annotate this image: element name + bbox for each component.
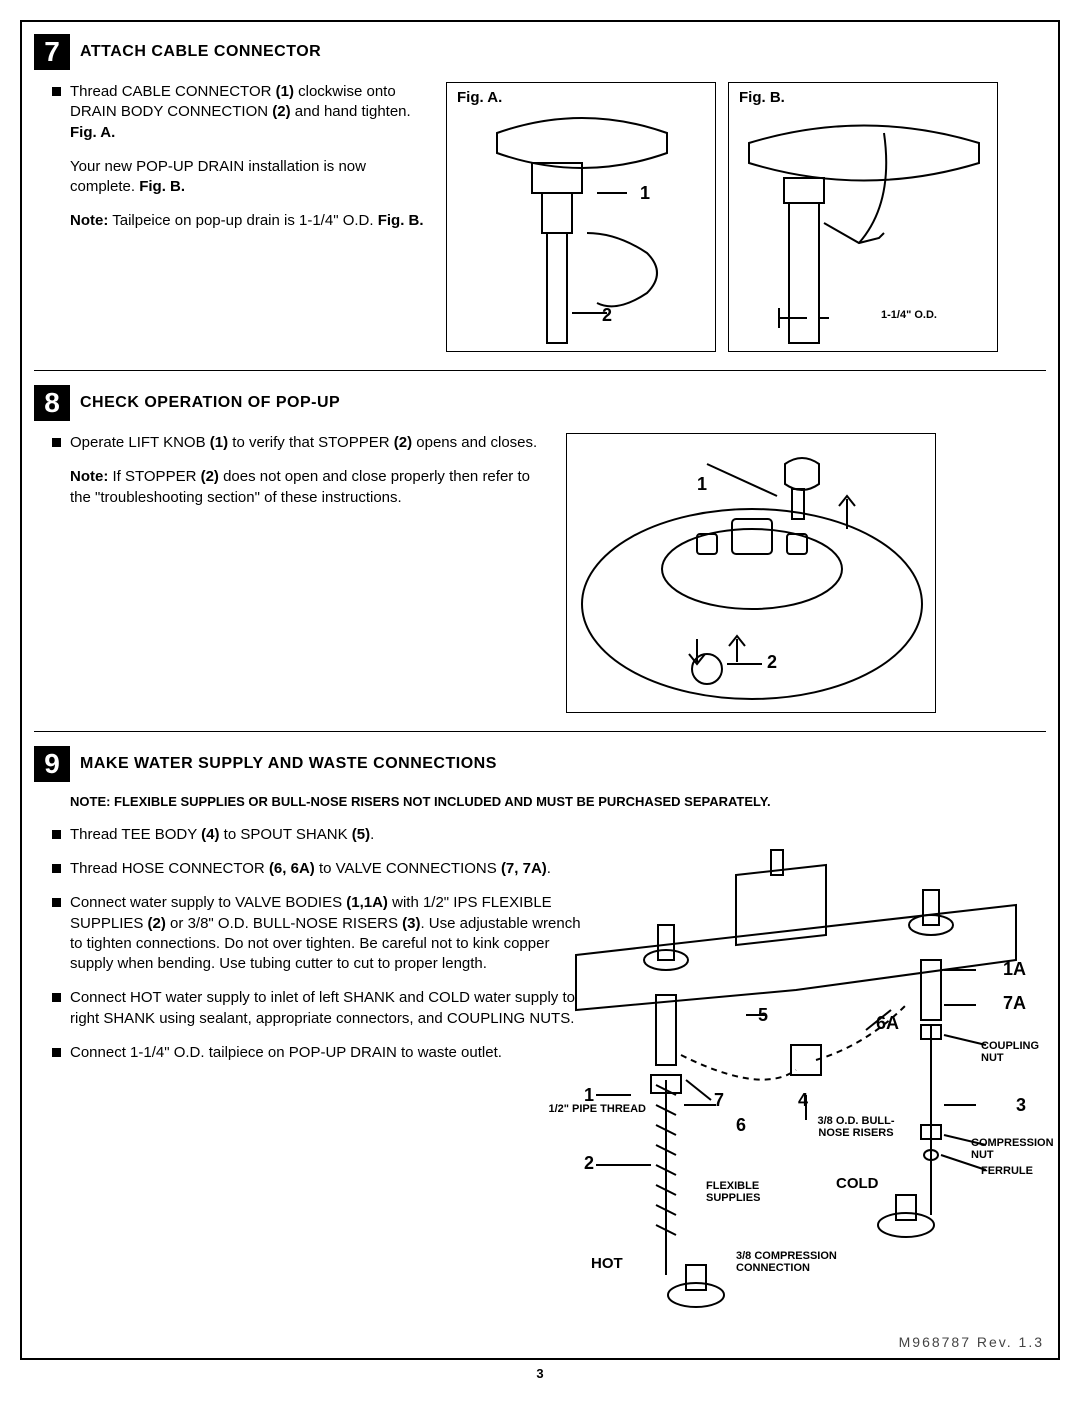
callout-2: 2 — [602, 305, 612, 326]
ref-6: (6, 6A) — [269, 860, 315, 877]
step-9-bullet-1: Thread TEE BODY (4) to SPOUT SHANK (5). — [52, 825, 594, 845]
step-8-note: Note: If STOPPER (2) does not open and c… — [34, 467, 554, 508]
c4: 4 — [798, 1090, 808, 1111]
fig-b-ref: Fig. B. — [139, 178, 185, 195]
pipe-thread-label: 1/2" PIPE THREAD — [536, 1103, 646, 1115]
text: opens and closes. — [412, 434, 537, 451]
step-8-text: Operate LIFT KNOB (1) to verify that STO… — [34, 433, 554, 713]
coupling-nut-label: COUPLING NUT — [981, 1040, 1056, 1064]
c6A: 6A — [876, 1013, 899, 1034]
step-8-drawing — [567, 434, 937, 714]
text: Tailpeice on pop-up drain is 1-1/4" O.D. — [108, 212, 377, 229]
ref-2: (2) — [394, 434, 412, 451]
step-9-bullet-2: Thread HOSE CONNECTOR (6, 6A) to VALVE C… — [52, 859, 594, 879]
step-9-title: MAKE WATER SUPPLY AND WASTE CONNECTIONS — [80, 755, 497, 773]
text: to SPOUT SHANK — [220, 826, 352, 843]
ref-2b: (2) — [201, 468, 219, 485]
ref-2: (2) — [148, 915, 166, 932]
text: Thread HOSE CONNECTOR — [70, 860, 269, 877]
callout-1: 1 — [640, 183, 650, 204]
step-8-bullet-1: Operate LIFT KNOB (1) to verify that STO… — [52, 433, 554, 453]
note-label: Note: — [70, 212, 108, 229]
bull-nose-label: 3/8 O.D. BULL-NOSE RISERS — [816, 1115, 896, 1139]
ref-1: (1) — [276, 83, 294, 100]
step-8: 8 CHECK OPERATION OF POP-UP Operate LIFT… — [34, 385, 1046, 713]
step-7-note: Note: Tailpeice on pop-up drain is 1-1/4… — [34, 211, 434, 231]
note-label: Note: — [70, 468, 108, 485]
c3: 3 — [1016, 1095, 1026, 1116]
step-7-header: 7 ATTACH CABLE CONNECTOR — [34, 34, 1046, 70]
step-9-bullet-5: Connect 1-1/4" O.D. tailpiece on POP-UP … — [52, 1043, 594, 1063]
step-7-bullet-1: Thread CABLE CONNECTOR (1) clockwise ont… — [52, 82, 434, 143]
step-8-number: 8 — [34, 385, 70, 421]
fig-a-ref: Fig. A. — [70, 124, 115, 141]
figure-b: Fig. B. 1-1/4" O.D. — [728, 82, 998, 352]
step-7-title: ATTACH CABLE CONNECTOR — [80, 43, 321, 61]
text: Operate LIFT KNOB — [70, 434, 210, 451]
divider-1 — [34, 370, 1046, 371]
step-9-figure: 1 1A 2 3 4 5 6 6A 7 7A HOT COLD 1/2" PIP… — [536, 795, 1056, 1325]
text: Thread TEE BODY — [70, 826, 201, 843]
text: Connect water supply to VALVE BODIES — [70, 894, 346, 911]
ferrule-label: FERRULE — [981, 1165, 1056, 1177]
fig-b-drawing — [729, 83, 999, 353]
step-7-line-2: Your new POP-UP DRAIN installation is no… — [34, 157, 434, 198]
c1A: 1A — [1003, 959, 1026, 980]
ref-1: (1,1A) — [346, 894, 388, 911]
text: Your new POP-UP DRAIN installation is no… — [70, 158, 366, 195]
step-9: 9 MAKE WATER SUPPLY AND WASTE CONNECTION… — [34, 746, 1046, 1063]
step-7: 7 ATTACH CABLE CONNECTOR Thread CABLE CO… — [34, 34, 1046, 352]
doc-revision: M968787 Rev. 1.3 — [899, 1334, 1044, 1350]
fig-b-label: Fig. B. — [739, 89, 785, 106]
text: to VALVE CONNECTIONS — [315, 860, 501, 877]
step-7-number: 7 — [34, 34, 70, 70]
od-label: 1-1/4" O.D. — [881, 309, 937, 321]
step-9-header: 9 MAKE WATER SUPPLY AND WASTE CONNECTION… — [34, 746, 1046, 782]
step-9-bullet-3: Connect water supply to VALVE BODIES (1,… — [52, 893, 594, 974]
flex-supplies-label: FLEXIBLE SUPPLIES — [706, 1180, 786, 1204]
compression-conn-label: 3/8 COMPRESSION CONNECTION — [736, 1250, 866, 1274]
c6: 6 — [736, 1115, 746, 1136]
cold-label: COLD — [836, 1175, 879, 1192]
compression-nut-label: COMPRESSION NUT — [971, 1137, 1066, 1161]
c7: 7 — [714, 1090, 724, 1111]
step-9-bullet-4: Connect HOT water supply to inlet of lef… — [52, 988, 594, 1029]
hot-label: HOT — [591, 1255, 623, 1272]
fig-a-drawing — [447, 83, 717, 353]
text: to verify that STOPPER — [228, 434, 394, 451]
ref-3: (3) — [402, 915, 420, 932]
callout-1: 1 — [697, 474, 707, 495]
text: . — [370, 826, 374, 843]
fig-b-ref2: Fig. B. — [378, 212, 424, 229]
text: and hand tighten. — [291, 103, 411, 120]
figure-a: Fig. A. 1 2 — [446, 82, 716, 352]
text: or 3/8" O.D. BULL-NOSE RISERS — [166, 915, 402, 932]
divider-2 — [34, 731, 1046, 732]
ref-5: (5) — [352, 826, 370, 843]
step-9-text: Thread TEE BODY (4) to SPOUT SHANK (5). … — [34, 825, 594, 1063]
c5: 5 — [758, 1005, 768, 1026]
page-number: 3 — [20, 1366, 1060, 1381]
page-border: 7 ATTACH CABLE CONNECTOR Thread CABLE CO… — [20, 20, 1060, 1360]
step-8-figure: 1 2 — [566, 433, 936, 713]
step-8-header: 8 CHECK OPERATION OF POP-UP — [34, 385, 1046, 421]
step-8-title: CHECK OPERATION OF POP-UP — [80, 394, 340, 412]
step-9-drawing — [536, 795, 1056, 1325]
ref-1: (1) — [210, 434, 228, 451]
fig-a-label: Fig. A. — [457, 89, 502, 106]
callout-2: 2 — [767, 652, 777, 673]
step-9-number: 9 — [34, 746, 70, 782]
c7A: 7A — [1003, 993, 1026, 1014]
text: Thread CABLE CONNECTOR — [70, 83, 276, 100]
step-7-text: Thread CABLE CONNECTOR (1) clockwise ont… — [34, 82, 434, 352]
c2: 2 — [584, 1153, 594, 1174]
ref-4: (4) — [201, 826, 219, 843]
text: If STOPPER — [108, 468, 200, 485]
ref-2: (2) — [272, 103, 290, 120]
